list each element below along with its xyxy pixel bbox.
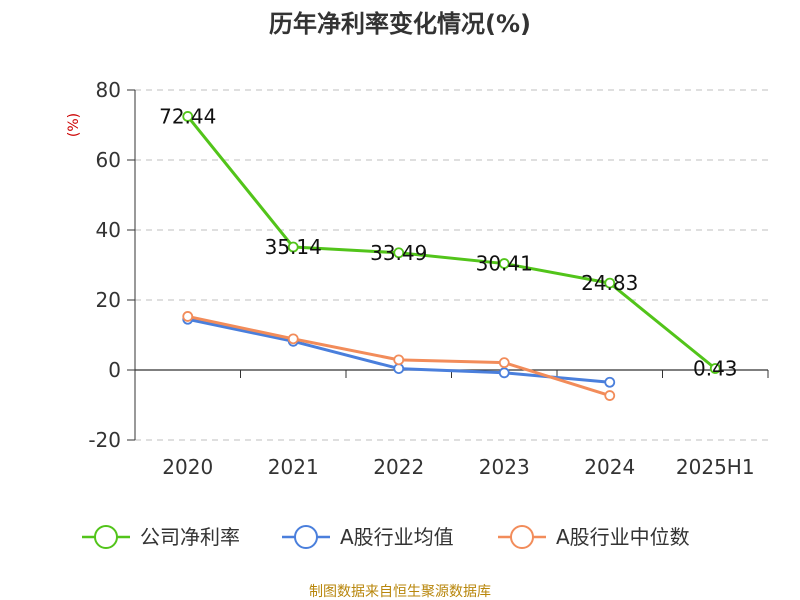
data-label: 35.14 xyxy=(265,235,322,259)
data-point xyxy=(709,363,721,374)
data-label: 0.43 xyxy=(693,356,738,380)
data-labels: 72.44 35.14 33.49 30.41 24.83 0.43 xyxy=(159,104,737,380)
legend-item: A股行业中位数 xyxy=(498,525,690,549)
legend-item: 公司净利率 xyxy=(82,525,240,549)
y-tick-label: 80 xyxy=(96,78,121,102)
source-note: 制图数据来自恒生聚源数据库 xyxy=(309,584,491,600)
legend-label: A股行业中位数 xyxy=(556,525,690,549)
data-point xyxy=(287,333,299,345)
data-label: 30.41 xyxy=(476,252,533,276)
data-point xyxy=(287,241,299,253)
legend: 公司净利率 A股行业均值 A股行业中位数 xyxy=(82,525,690,549)
x-tick-label: 2022 xyxy=(373,455,424,479)
grid-lines xyxy=(135,89,768,441)
legend-label: 公司净利率 xyxy=(140,525,240,549)
axes: 80 60 40 20 0 -20 2020 2021 2022 2023 2024 2025H1 xyxy=(88,78,769,479)
legend-marker xyxy=(510,525,534,549)
chart-title: 历年净利率变化情况(%) xyxy=(269,10,531,38)
legend-marker xyxy=(294,525,318,549)
x-tick-label: 2025H1 xyxy=(676,455,755,479)
y-tick-label: 40 xyxy=(96,218,121,242)
x-tick-label: 2024 xyxy=(584,455,635,479)
series-group xyxy=(182,111,721,401)
data-point xyxy=(498,258,510,269)
data-point xyxy=(393,363,405,375)
data-point xyxy=(604,390,616,401)
data-label: 72.44 xyxy=(159,104,216,128)
x-tick-label: 2023 xyxy=(479,455,530,479)
x-tick-label: 2021 xyxy=(268,455,319,479)
legend-label: A股行业均值 xyxy=(340,525,454,549)
data-point xyxy=(604,376,616,388)
data-label: 24.83 xyxy=(581,271,638,295)
data-point xyxy=(498,367,510,379)
data-point xyxy=(182,111,194,122)
data-point xyxy=(393,354,405,366)
data-label: 33.49 xyxy=(370,241,427,265)
series-line-0 xyxy=(186,115,717,370)
data-point xyxy=(498,357,510,369)
y-tick-label: -20 xyxy=(88,428,121,452)
y-axis-label: (%) xyxy=(66,113,82,137)
data-point xyxy=(182,311,194,322)
y-tick-label: 20 xyxy=(96,288,121,312)
y-tick-label: 60 xyxy=(96,148,121,172)
data-point xyxy=(393,247,405,259)
x-tick-label: 2020 xyxy=(162,455,213,479)
y-tick-label: 0 xyxy=(108,358,121,382)
legend-item: A股行业均值 xyxy=(282,525,454,549)
data-point xyxy=(604,277,616,289)
legend-marker xyxy=(94,525,118,549)
